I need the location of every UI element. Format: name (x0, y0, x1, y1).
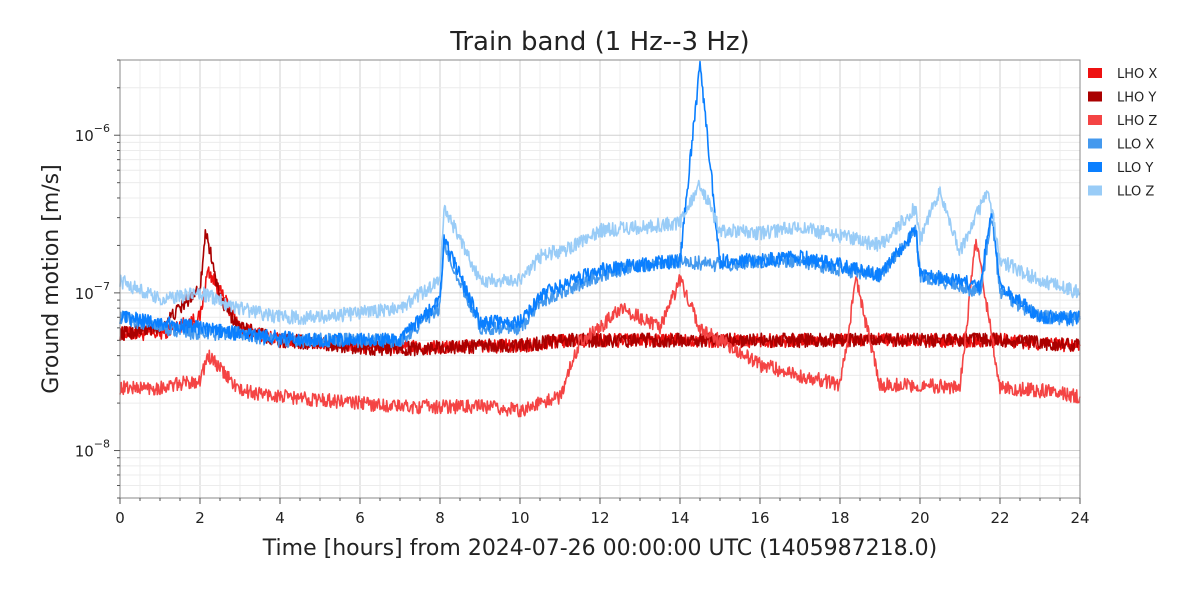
x-tick-label: 12 (590, 509, 609, 527)
legend-label: LLO Y (1117, 161, 1153, 176)
x-tick-label: 6 (355, 509, 365, 527)
x-axis-label: Time [hours] from 2024-07-26 00:00:00 UT… (262, 536, 937, 561)
legend-label: LHO Z (1117, 114, 1157, 129)
y-axis-label: Ground motion [m/s] (39, 164, 64, 393)
y-axis: 10−8 10−7 10−6 (75, 59, 120, 499)
x-tick-label: 16 (750, 509, 769, 527)
x-tick-label: 24 (1070, 509, 1089, 527)
y-tick-label: 10−8 (75, 438, 110, 461)
legend-swatch (1088, 185, 1102, 196)
legend-label: LLO X (1117, 138, 1154, 153)
x-tick-label: 4 (275, 509, 285, 527)
x-axis: 0 2 4 6 8 10 12 14 16 18 20 22 24 (115, 498, 1090, 527)
legend-swatch (1088, 91, 1102, 102)
series-line-lho-z (119, 238, 1081, 418)
legend-label: LHO Y (1117, 91, 1156, 106)
chart-title: Train band (1 Hz--3 Hz) (449, 27, 749, 57)
x-tick-label: 10 (510, 509, 529, 527)
series-line-llo-y (119, 60, 1081, 349)
x-tick-label: 22 (990, 509, 1009, 527)
x-tick-label: 0 (115, 509, 125, 527)
x-tick-label: 18 (830, 509, 849, 527)
legend: LHO X LHO Y LHO Z LLO X LLO Y LLO Z (1088, 67, 1157, 200)
series-layer (119, 60, 1081, 418)
x-tick-label: 2 (195, 509, 205, 527)
x-tick-label: 20 (910, 509, 929, 527)
y-tick-label: 10−7 (75, 280, 110, 303)
x-tick-label: 8 (435, 509, 445, 527)
legend-swatch (1088, 68, 1102, 78)
y-tick-label: 10−6 (75, 122, 110, 145)
legend-label: LLO Z (1117, 185, 1154, 200)
x-tick-label: 14 (670, 509, 689, 527)
series-line-llo-z (119, 179, 1081, 326)
legend-swatch (1088, 162, 1102, 172)
series-line-lho-y (119, 229, 1081, 357)
legend-label: LHO X (1117, 67, 1157, 82)
legend-swatch (1088, 138, 1102, 149)
legend-swatch (1088, 115, 1102, 125)
